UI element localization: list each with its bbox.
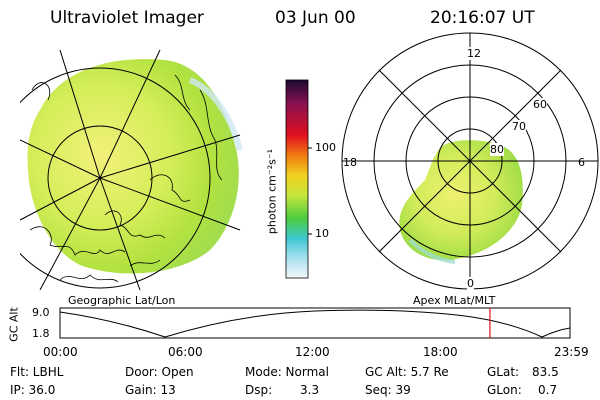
- geographic-map: [20, 49, 243, 290]
- latitude-circle: [20, 67, 211, 289]
- mlt-label-0: 0: [467, 277, 474, 290]
- status-ip: IP: 36.0: [10, 383, 56, 397]
- altitude-plot: [59, 307, 571, 339]
- status-gcalt: GC Alt: 5.7 Re: [365, 365, 449, 379]
- aurora-image-polar: [399, 140, 523, 261]
- altitude-ymax: 9.0: [32, 306, 50, 319]
- status-dsp-label: Dsp:: [245, 383, 273, 397]
- lat-label-70: 70: [512, 120, 526, 133]
- status-seq: Seq: 39: [365, 383, 411, 397]
- app-title: Ultraviolet Imager: [50, 8, 204, 28]
- x-tick-0600: 06:00: [168, 345, 203, 359]
- status-dsp-value: 3.3: [300, 383, 320, 397]
- status-glat-value: 83.5: [532, 365, 559, 379]
- status-door: Door: Open: [125, 365, 194, 379]
- meridian-lines: [20, 49, 241, 290]
- mlt-spokes: [342, 33, 598, 289]
- altitude-ymin: 1.8: [32, 327, 50, 340]
- mlt-label-6: 6: [578, 156, 585, 169]
- x-tick-0000: 00:00: [43, 345, 78, 359]
- status-glon-label: GLon:: [487, 383, 522, 397]
- coastlines: [29, 74, 223, 283]
- status-glat-label: GLat:: [487, 365, 520, 379]
- x-tick-2359: 23:59: [554, 345, 589, 359]
- status-flt: Flt: LBHL: [10, 365, 64, 379]
- x-tick-1800: 18:00: [423, 345, 458, 359]
- altitude-ylabel: GC Alt: [7, 307, 21, 342]
- polar-map: [341, 32, 599, 290]
- colorbar: [285, 79, 312, 279]
- aurora-image-geo: [27, 59, 239, 274]
- geo-map-caption: Geographic Lat/Lon: [68, 294, 176, 307]
- status-gain: Gain: 13: [125, 383, 176, 397]
- colorbar-label: photon cm⁻²s⁻¹: [265, 148, 279, 235]
- lat-label-80: 80: [490, 143, 504, 156]
- polar-map-caption: Apex MLat/MLT: [413, 294, 496, 307]
- status-mode: Mode: Normal: [245, 365, 329, 379]
- header-time: 20:16:07 UT: [430, 8, 535, 28]
- mlt-label-12: 12: [467, 47, 481, 60]
- mlt-label-18: 18: [343, 156, 357, 169]
- lat-label-60: 60: [533, 98, 547, 111]
- colorbar-tick-10: 10: [315, 227, 329, 240]
- x-tick-1200: 12:00: [295, 345, 330, 359]
- status-glon-value: 0.7: [538, 383, 558, 397]
- colorbar-tick-100: 100: [315, 141, 336, 154]
- header-date: 03 Jun 00: [275, 8, 356, 28]
- altitude-curve: [59, 309, 571, 338]
